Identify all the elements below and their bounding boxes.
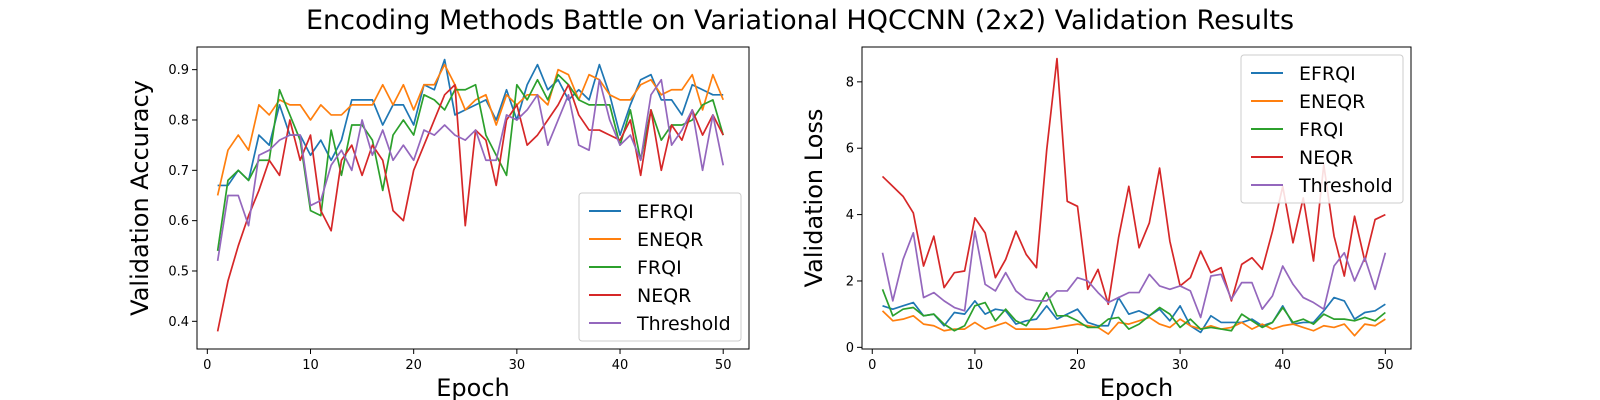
y-tick-label: 4 — [846, 208, 854, 223]
y-axis-label: Validation Loss — [800, 109, 828, 288]
legend-box — [578, 192, 742, 342]
legend-label-frqi: FRQI — [1299, 119, 1344, 141]
legend-label-efrqi: EFRQI — [637, 201, 694, 223]
series-line-efrqi — [217, 58, 724, 187]
accuracy-legend: EFRQI ENEQR FRQI NEQR Threshold — [578, 192, 742, 342]
y-tick-label: 0.8 — [168, 113, 189, 128]
series-line-eneqr — [881, 310, 1386, 337]
series-line-threshold — [216, 78, 725, 262]
y-tick-label: 0.9 — [168, 63, 189, 78]
legend-label-neqr: NEQR — [1299, 147, 1353, 169]
series-line-efrqi — [882, 296, 1386, 334]
series-line-neqr — [216, 83, 724, 332]
legend-label-eneqr: ENEQR — [1299, 91, 1365, 113]
x-tick-label: 10 — [302, 358, 319, 373]
series-line-threshold — [881, 230, 1387, 319]
loss-chart: 0 10 20 30 40 50 0 2 4 6 8 Epoch Validation Loss EFRQ… — [800, 46, 1412, 400]
legend-label-threshold: Threshold — [636, 313, 731, 335]
series-line-neqr — [881, 57, 1386, 306]
x-tick-label: 20 — [1069, 358, 1086, 373]
x-tick-label: 30 — [509, 358, 526, 373]
series-line-eneqr — [216, 63, 724, 196]
x-tick-label: 0 — [868, 358, 876, 373]
figure-title: Encoding Methods Battle on Variational H… — [306, 5, 1294, 36]
legend-label-eneqr: ENEQR — [637, 229, 703, 251]
x-tick-label: 40 — [612, 358, 629, 373]
legend-label-efrqi: EFRQI — [1299, 63, 1356, 85]
y-tick-label: 0.4 — [168, 315, 189, 330]
x-tick-label: 30 — [1172, 358, 1189, 373]
x-axis-label: Epoch — [1100, 374, 1174, 400]
x-tick-label: 20 — [405, 358, 422, 373]
y-tick-label: 0.7 — [168, 164, 189, 179]
x-tick-label: 40 — [1274, 358, 1291, 373]
x-tick-label: 10 — [967, 358, 984, 373]
accuracy-chart: 0 10 20 30 40 50 0.4 0.5 0.6 0.7 0.8 0.9 Epoch Valida… — [126, 46, 750, 400]
series-line-frqi — [881, 288, 1386, 332]
y-tick-label: 0.5 — [168, 264, 189, 279]
x-tick-label: 0 — [203, 358, 211, 373]
legend-box — [1240, 54, 1404, 204]
y-tick-label: 6 — [846, 142, 854, 157]
legend-label-frqi: FRQI — [637, 257, 682, 279]
legend-label-threshold: Threshold — [1298, 175, 1393, 197]
accuracy-axes-frame — [196, 46, 750, 350]
y-tick-label: 0 — [846, 341, 854, 356]
y-tick-label: 2 — [846, 274, 854, 289]
x-tick-label: 50 — [1377, 358, 1394, 373]
x-tick-label: 50 — [715, 358, 732, 373]
loss-axes-frame — [861, 46, 1412, 350]
y-tick-label: 8 — [846, 75, 854, 90]
legend-label-neqr: NEQR — [637, 285, 691, 307]
y-axis-label: Validation Accuracy — [126, 80, 154, 316]
x-axis-label: Epoch — [436, 374, 510, 400]
loss-legend: EFRQI ENEQR FRQI NEQR Threshold — [1240, 54, 1404, 204]
y-tick-label: 0.6 — [168, 214, 189, 229]
